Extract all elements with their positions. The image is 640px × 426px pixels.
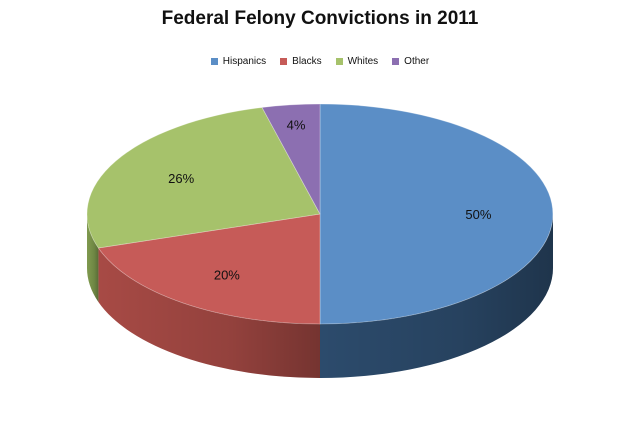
data-label-other: 4% — [287, 118, 306, 133]
legend-swatch-blacks — [280, 58, 288, 65]
legend-swatch-other — [392, 58, 400, 65]
legend-label-blacks: Blacks — [292, 56, 322, 67]
data-label-blacks: 20% — [214, 268, 240, 283]
legend-entry-hispanics: Hispanics — [210, 56, 267, 67]
chart-title: Federal Felony Convictions in 2011 — [161, 8, 479, 29]
legend-entry-whites: Whites — [335, 56, 379, 67]
pie-slice-whites — [86, 107, 321, 249]
legend-label-hispanics: Hispanics — [222, 56, 267, 67]
pie-side-shade-blacks — [98, 247, 321, 378]
data-label-hispanics: 50% — [465, 207, 491, 222]
legend: Hispanics Blacks Whites Other — [0, 56, 640, 67]
pie-side-shade-whites — [87, 214, 99, 302]
pie-labels: 50% 20% 26% 4% — [168, 118, 492, 283]
legend-swatch-whites — [335, 58, 343, 65]
pie-side-shade-hispanics — [320, 214, 553, 378]
legend-entry-other: Other — [392, 56, 429, 67]
pie-slice-other — [261, 103, 321, 215]
pie-sides — [87, 214, 553, 378]
legend-label-whites: Whites — [347, 56, 379, 67]
pie-tops — [86, 103, 554, 325]
legend-swatch-hispanics — [210, 58, 218, 65]
legend-entry-blacks: Blacks — [280, 56, 322, 67]
pie-slice-blacks — [97, 213, 321, 325]
legend-label-other: Other — [404, 56, 430, 67]
pie-slice-hispanics — [319, 103, 554, 325]
data-label-whites: 26% — [168, 171, 194, 186]
